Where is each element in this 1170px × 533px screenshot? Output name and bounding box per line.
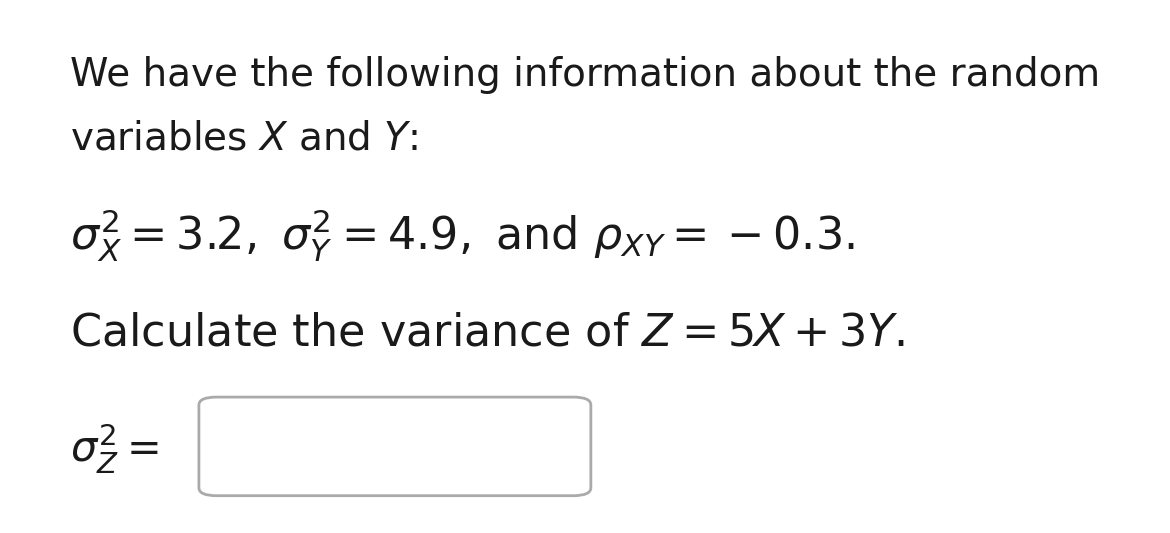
FancyBboxPatch shape [199, 397, 591, 496]
Text: $\sigma^2_Z =$: $\sigma^2_Z =$ [70, 421, 159, 475]
Text: variables $X$ and $Y$:: variables $X$ and $Y$: [70, 120, 419, 158]
Text: $\sigma^2_X = 3.2,\ \sigma^2_Y = 4.9,\ \mathrm{and}\ \rho_{XY} = -0.3.$: $\sigma^2_X = 3.2,\ \sigma^2_Y = 4.9,\ \… [70, 208, 855, 264]
Text: We have the following information about the random: We have the following information about … [70, 56, 1100, 94]
Text: Calculate the variance of $Z = 5X + 3Y.$: Calculate the variance of $Z = 5X + 3Y.$ [70, 312, 906, 355]
